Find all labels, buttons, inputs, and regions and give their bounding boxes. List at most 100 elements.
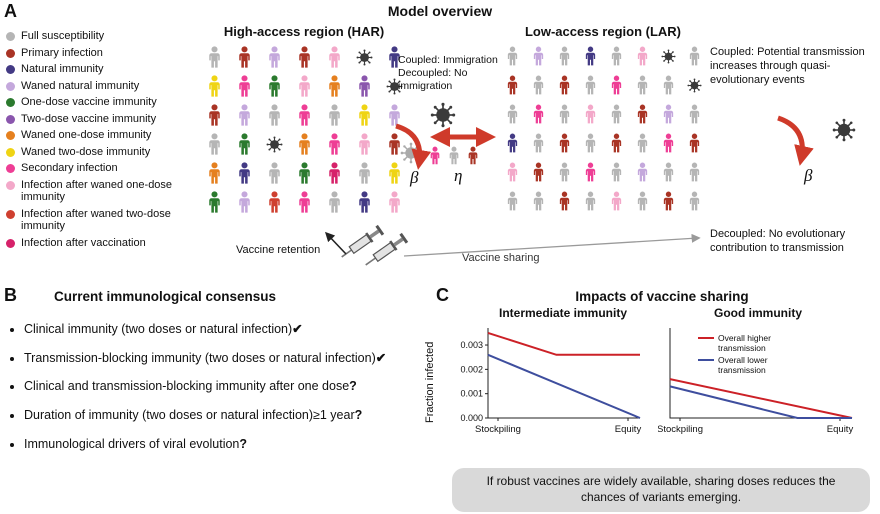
person-icon	[326, 104, 343, 126]
legend-swatch	[6, 65, 15, 75]
series-line	[487, 353, 641, 419]
model-overview-title: Model overview	[387, 3, 493, 19]
person-icon	[505, 75, 520, 95]
vaccine-sharing-arrow	[403, 233, 701, 257]
person-icon	[356, 162, 373, 184]
beta-label: β	[410, 168, 419, 187]
series-line	[669, 385, 852, 419]
consensus-mark: ✔	[292, 322, 303, 336]
person-icon	[326, 133, 343, 155]
person-icon	[635, 162, 650, 182]
person-icon	[236, 162, 253, 184]
person-icon	[531, 104, 546, 124]
vaccine-retention-label: Vaccine retention	[236, 244, 321, 256]
y-tick-label: 0.000	[460, 413, 483, 423]
lar-transmission-arrow	[777, 115, 814, 166]
consensus-item: Transmission-blocking immunity (two dose…	[24, 351, 444, 367]
icon-row	[502, 104, 704, 124]
person-icon	[635, 75, 650, 95]
person-icon	[386, 162, 403, 184]
person-icon	[583, 75, 598, 95]
legend-swatch	[6, 238, 15, 248]
y-tick-label: 0.002	[460, 364, 483, 374]
person-icon	[661, 162, 676, 182]
person-icon	[609, 46, 624, 66]
consensus-text: Duration of immunity (two doses or natur…	[24, 407, 355, 422]
person-icon	[687, 191, 702, 211]
person-icon	[531, 191, 546, 211]
legend: Full susceptibility Primary infection Natu…	[6, 30, 194, 253]
person-icon	[428, 146, 442, 165]
coupled-transmission-caption: Coupled: Potential transmission increase…	[710, 46, 865, 86]
vaccine-sharing-label: Vaccine sharing	[462, 252, 540, 264]
series-line	[487, 331, 640, 356]
person-icon	[635, 191, 650, 211]
coupling-caption-line1: Coupled: Immigration	[398, 54, 498, 66]
chart-legend-label: transmission	[718, 365, 766, 375]
person-icon	[531, 46, 546, 66]
chart-plot: 0.000 0.001 0.002 0.003 Stockpiling Equity	[446, 322, 646, 455]
person-icon	[635, 46, 650, 66]
consensus-item: Duration of immunity (two doses or natur…	[24, 408, 444, 424]
icon-row	[502, 162, 704, 182]
consensus-mark: ✔	[375, 350, 387, 365]
person-icon	[356, 104, 373, 126]
consensus-mark: ?	[349, 379, 357, 394]
panel-a-label: A	[4, 1, 17, 21]
decoupled-caption: Decoupled: No evolutionary contribution …	[710, 228, 846, 254]
immigrant-people-group	[428, 146, 480, 165]
person-icon	[583, 104, 598, 124]
lar-population-grid	[502, 46, 704, 220]
person-icon	[266, 104, 283, 126]
legend-item: Waned natural immunity	[6, 80, 194, 93]
coupling-caption: Coupled: Immigration Decoupled: No immig…	[398, 54, 504, 93]
person-icon	[635, 133, 650, 153]
chart-plot: Stockpiling Equity Overall higher transmiss…	[657, 322, 858, 455]
person-icon	[557, 191, 572, 211]
har-population-grid	[198, 46, 410, 220]
person-icon	[266, 75, 283, 97]
person-icon	[326, 191, 343, 213]
person-icon	[557, 46, 572, 66]
consensus-mark: ?	[354, 407, 363, 422]
person-icon	[583, 133, 598, 153]
icon-row	[198, 191, 410, 213]
person-icon	[505, 104, 520, 124]
legend-label: Natural immunity	[21, 63, 104, 76]
chart-title: Intermediate immunity	[498, 306, 628, 320]
legend-item: Infection after vaccination	[6, 237, 194, 250]
person-icon	[266, 46, 283, 68]
person-icon	[206, 162, 223, 184]
person-icon	[326, 162, 343, 184]
person-icon	[661, 133, 676, 153]
icon-row	[428, 146, 480, 165]
person-icon	[505, 46, 520, 66]
legend-label: Secondary infection	[21, 162, 118, 175]
person-icon	[609, 191, 624, 211]
icon-row	[198, 75, 410, 97]
person-icon	[236, 133, 253, 155]
person-icon	[531, 162, 546, 182]
y-tick-label: 0.001	[460, 389, 483, 399]
consensus-item: Clinical and transmission-blocking immun…	[24, 379, 444, 395]
x-tick-label: Equity	[615, 424, 642, 435]
legend-swatch	[6, 180, 15, 190]
virus-icon	[430, 102, 456, 128]
person-icon	[557, 162, 572, 182]
lar-title: Low-access region (LAR)	[524, 24, 682, 39]
virus-icon	[266, 136, 283, 153]
panel-c-label: C	[436, 285, 449, 305]
syringe-icon	[341, 224, 385, 258]
person-icon	[386, 191, 403, 213]
person-icon	[609, 133, 624, 153]
legend-swatch	[6, 147, 15, 157]
person-icon	[296, 191, 313, 213]
virus-icon	[661, 49, 676, 64]
panel-b-label: B	[4, 285, 17, 305]
person-icon	[206, 104, 223, 126]
legend-label: Infection after waned one-dose immunity	[21, 178, 173, 204]
icon-row	[502, 46, 704, 66]
person-icon	[557, 133, 572, 153]
legend-label: Two-dose vaccine immunity	[21, 112, 157, 125]
